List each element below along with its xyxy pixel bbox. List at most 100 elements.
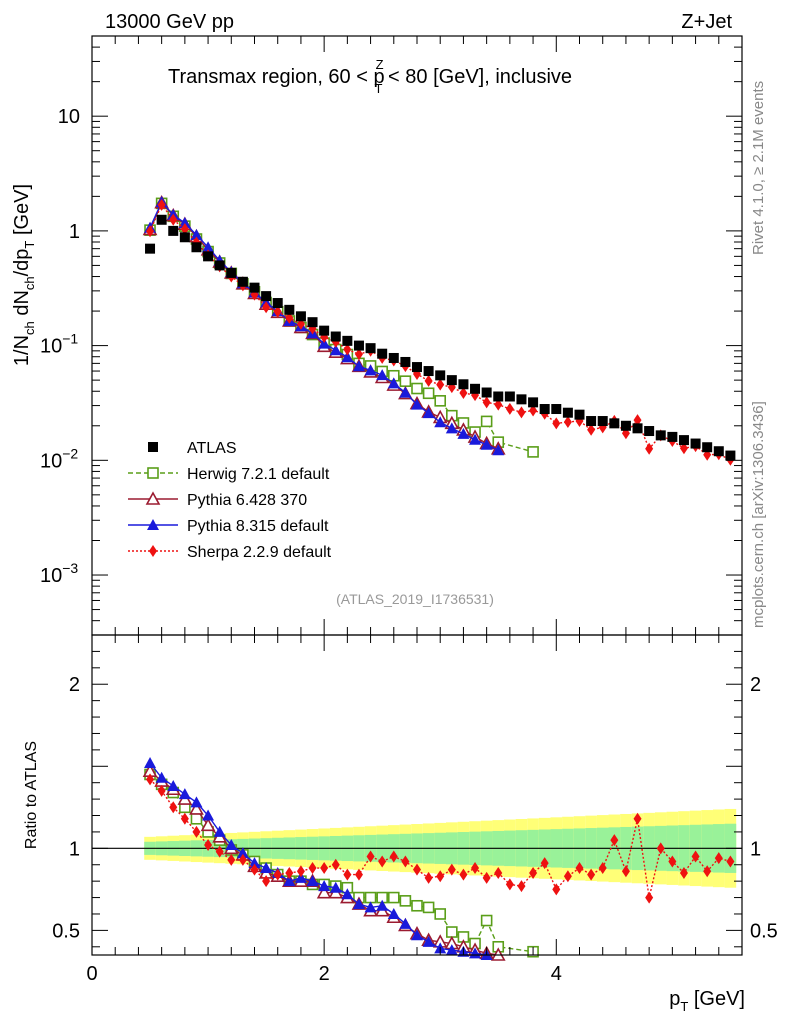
legend-entry: ATLAS <box>148 440 237 457</box>
data-point <box>422 407 435 419</box>
data-point <box>352 360 365 372</box>
data-point <box>146 225 155 238</box>
atlas-data-point <box>330 331 341 342</box>
ratio-point <box>714 852 723 865</box>
ratio-point <box>424 871 433 884</box>
atlas-data-point <box>644 426 655 437</box>
ratio-point <box>447 863 456 876</box>
ratio-point <box>283 875 296 887</box>
atlas-data-point <box>179 232 190 243</box>
legend-marker <box>147 519 159 530</box>
data-point <box>399 386 412 398</box>
y-tick-label: 10−2 <box>40 445 78 472</box>
ratio-point <box>459 868 468 881</box>
ratio-point <box>273 868 282 881</box>
data-point <box>445 422 458 434</box>
x-axis-label: pT [GeV] <box>669 988 745 1014</box>
atlas-data-point <box>725 450 736 461</box>
ratio-point <box>387 891 400 904</box>
x-tick-label: 2 <box>319 963 330 985</box>
data-point <box>494 398 503 411</box>
ratio-point <box>189 801 204 815</box>
data-point <box>436 378 445 391</box>
ratio-point <box>411 929 423 941</box>
ratio-point <box>202 809 215 821</box>
ratio-point <box>215 845 224 858</box>
ratio-point <box>434 908 447 920</box>
data-point <box>376 369 389 381</box>
data-point <box>329 344 342 356</box>
ratio-point <box>157 784 166 797</box>
data-point <box>527 446 539 458</box>
legend-entry: Pythia 8.315 default <box>128 518 329 535</box>
data-point <box>587 423 596 436</box>
data-point <box>529 404 538 417</box>
atlas-data-point <box>388 352 399 363</box>
ratio-point <box>411 899 423 912</box>
atlas-data-point <box>667 431 678 442</box>
atlas-data-point <box>423 366 434 377</box>
atlas-data-point <box>470 383 481 394</box>
atlas-data-point <box>272 298 283 309</box>
ratio-point <box>200 817 216 832</box>
ratio-point <box>552 883 561 896</box>
ratio-point <box>446 926 458 938</box>
ratio-point <box>494 866 503 879</box>
ratio-point <box>505 878 514 891</box>
y-tick-label: 10−1 <box>40 331 78 358</box>
ratio-y-tick-label-right: 0.5 <box>750 920 778 942</box>
atlas-data-point <box>609 418 620 429</box>
ratio-point <box>260 862 273 874</box>
data-point <box>492 444 505 456</box>
ratio-point <box>587 868 596 881</box>
atlas-data-point <box>562 407 573 418</box>
data-point <box>364 364 377 376</box>
ratio-point <box>378 855 387 868</box>
ratio-point <box>248 857 261 869</box>
y-tick-label: 10−3 <box>40 560 78 587</box>
data-point <box>679 442 688 455</box>
ratio-point <box>645 891 654 904</box>
ratio-point <box>668 855 677 868</box>
atlas-data-point <box>655 430 666 441</box>
data-point <box>387 377 400 389</box>
atlas-data-point <box>632 423 643 434</box>
data-point <box>434 395 447 407</box>
ratio-point <box>621 865 630 878</box>
ratio-point <box>225 839 238 851</box>
atlas-data-point <box>574 409 585 420</box>
ratio-point <box>691 850 700 863</box>
data-point <box>285 311 294 324</box>
atlas-data-point <box>481 387 492 398</box>
legend-marker <box>148 442 158 452</box>
axes-layer: 0 2 4 10 1 10−1 10−2 10−3 0.5 0.5 1 1 2 2 <box>40 35 778 985</box>
ratio-point <box>387 907 400 919</box>
ratio-point <box>167 779 180 791</box>
ratio-point <box>238 853 247 866</box>
atlas-data-point <box>156 214 167 225</box>
ratio-point <box>445 944 458 956</box>
ratio-point <box>320 862 329 875</box>
legend-label: Herwig 7.2.1 default <box>187 466 330 483</box>
atlas-data-point <box>145 243 156 254</box>
ratio-point <box>436 870 445 883</box>
data-point <box>399 375 412 387</box>
ratio-point <box>190 812 203 825</box>
data-point <box>157 198 166 211</box>
atlas-data-point <box>458 379 469 390</box>
data-point <box>343 343 352 356</box>
data-point <box>180 223 189 236</box>
atlas-data-point <box>551 404 562 415</box>
atlas-data-point <box>284 304 295 315</box>
ratio-plot-frame <box>91 634 743 956</box>
ratio-point <box>399 895 412 907</box>
atlas-data-point <box>214 260 225 271</box>
ratio-point <box>726 855 735 868</box>
main-series-layer <box>142 194 736 466</box>
atlas-data-point <box>504 391 515 402</box>
atlas-data-point <box>168 225 179 236</box>
data-point <box>552 417 561 430</box>
data-point <box>341 351 354 363</box>
ratio-point <box>376 899 389 911</box>
ratio-point <box>250 863 259 876</box>
